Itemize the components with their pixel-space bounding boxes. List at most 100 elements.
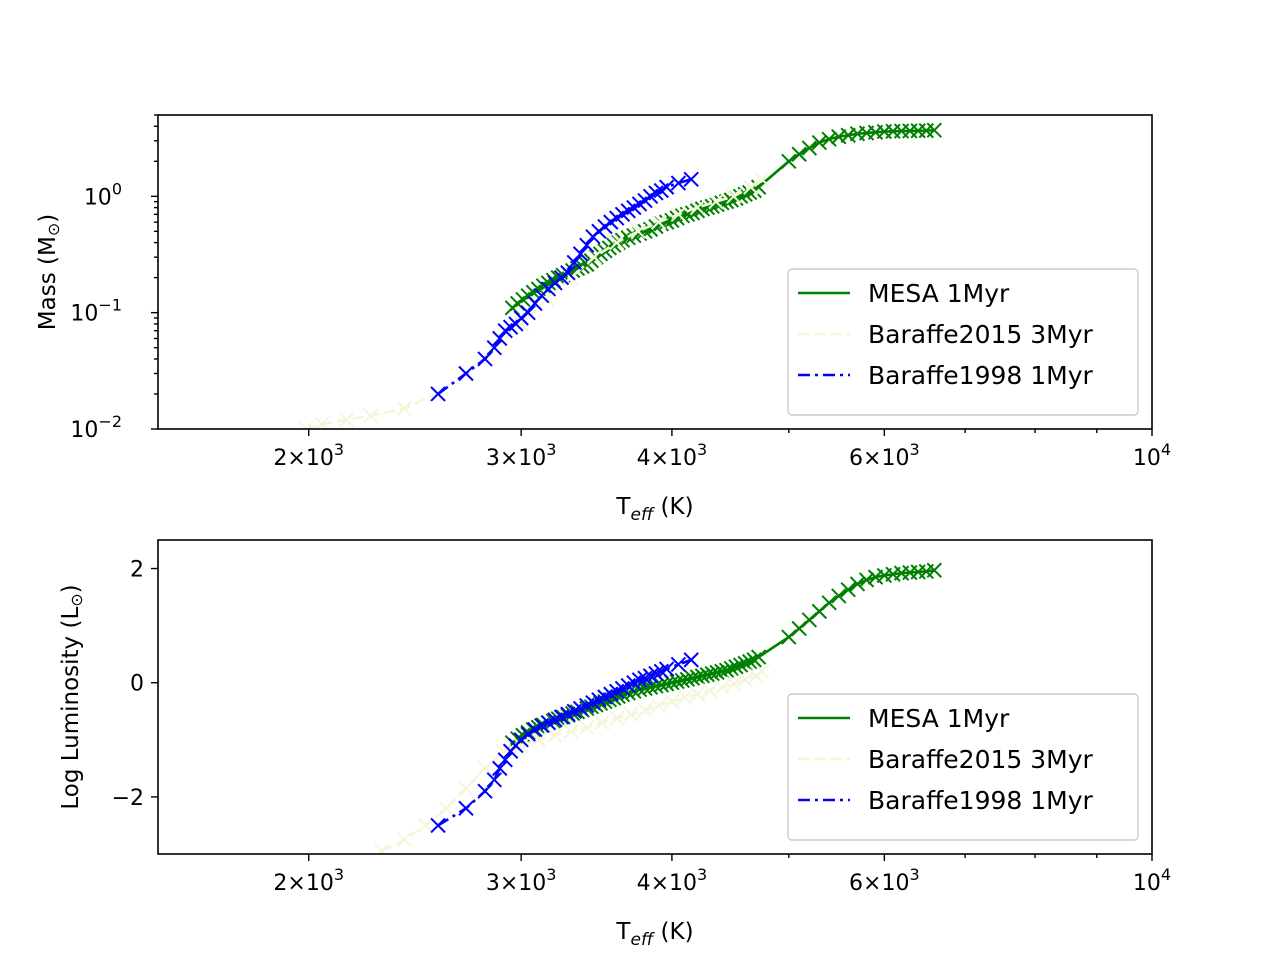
data-point-baraffe2015 — [708, 193, 724, 210]
data-point-baraffe1998 — [572, 246, 589, 262]
data-point-baraffe1998 — [553, 269, 570, 286]
data-point-baraffe1998 — [477, 351, 493, 367]
data-point-baraffe1998 — [486, 772, 503, 788]
series-baraffe1998 — [430, 652, 699, 834]
x-tick-label: 3×103 — [486, 440, 557, 471]
data-point-baraffe2015 — [513, 737, 529, 754]
data-point-baraffe1998 — [670, 656, 687, 673]
data-point-mesa — [811, 134, 828, 151]
data-point-mesa — [791, 620, 807, 637]
data-point-baraffe1998 — [670, 175, 687, 191]
data-point-baraffe2015 — [637, 702, 653, 718]
data-point-baraffe1998 — [658, 179, 675, 195]
data-point-baraffe2015 — [477, 760, 493, 777]
data-point-baraffe1998 — [631, 672, 648, 688]
data-point-baraffe1998 — [560, 265, 576, 281]
x-tick-label: 3×103 — [486, 865, 557, 896]
data-point-baraffe2015 — [438, 800, 454, 817]
data-point-baraffe1998 — [653, 663, 670, 680]
data-point-mesa — [709, 664, 725, 681]
data-point-baraffe1998 — [648, 185, 664, 201]
data-point-mesa — [858, 572, 875, 588]
data-point-baraffe2015 — [547, 727, 563, 743]
legend-label: Baraffe2015 3Myr — [868, 320, 1094, 349]
data-point-baraffe2015 — [714, 679, 730, 696]
data-point-baraffe1998 — [637, 670, 653, 686]
data-point-baraffe1998 — [566, 254, 582, 271]
data-point-baraffe2015 — [417, 817, 434, 834]
series-baraffe1998 — [430, 171, 699, 402]
data-point-baraffe2015 — [725, 188, 742, 205]
data-point-baraffe2015 — [513, 316, 529, 332]
data-point-mesa — [714, 663, 730, 680]
data-point-mesa — [684, 670, 701, 686]
x-tick-label: 2×103 — [273, 865, 344, 896]
data-point-mesa — [728, 659, 744, 675]
data-point-baraffe2015 — [650, 214, 667, 230]
data-point-baraffe2015 — [586, 249, 603, 265]
data-point-mesa — [694, 668, 711, 684]
data-point-baraffe2015 — [702, 683, 718, 699]
data-point-baraffe2015 — [374, 843, 390, 854]
data-point-baraffe2015 — [743, 179, 759, 195]
data-point-mesa — [737, 655, 753, 672]
y-tick-label: 0 — [130, 672, 144, 697]
x-tick-label: 4×103 — [637, 865, 708, 896]
data-point-mesa — [801, 140, 818, 156]
data-point-mesa — [831, 129, 847, 145]
legend-label: MESA 1Myr — [868, 279, 1010, 308]
data-point-baraffe1998 — [430, 817, 446, 834]
data-point-baraffe2015 — [725, 676, 742, 692]
data-point-mesa — [840, 127, 856, 143]
legend-label: MESA 1Myr — [868, 704, 1010, 733]
data-point-baraffe1998 — [642, 668, 659, 684]
data-point-baraffe2015 — [338, 412, 355, 428]
data-point-mesa — [821, 131, 837, 147]
data-point-baraffe1998 — [477, 783, 493, 799]
data-point-mesa — [750, 649, 767, 665]
legend-box — [787, 268, 1139, 416]
data-point-baraffe2015 — [458, 780, 474, 797]
data-point-baraffe2015 — [754, 663, 770, 680]
data-point-baraffe2015 — [563, 723, 579, 739]
data-point-mesa — [704, 665, 720, 682]
y-tick-label: 2 — [130, 558, 144, 583]
axes-frame — [157, 539, 1153, 855]
data-point-baraffe2015 — [530, 732, 547, 748]
data-point-mesa — [750, 179, 767, 195]
x-axis-label: Teff (K) — [615, 919, 693, 950]
data-point-baraffe2015 — [594, 714, 610, 731]
data-point-mesa — [791, 146, 807, 162]
data-point-baraffe2015 — [608, 234, 625, 251]
data-point-mesa — [718, 662, 735, 678]
y-tick-label: 100 — [84, 179, 122, 210]
data-point-baraffe2015 — [677, 689, 693, 706]
data-point-baraffe1998 — [486, 339, 503, 356]
data-point-mesa — [741, 653, 758, 670]
data-point-mesa — [699, 667, 716, 683]
data-point-mesa — [746, 652, 762, 668]
legend-label: Baraffe2015 3Myr — [868, 745, 1094, 774]
data-point-baraffe2015 — [737, 672, 753, 688]
x-axis-label: Teff (K) — [615, 494, 693, 525]
axes-frame — [157, 114, 1153, 430]
data-point-baraffe2015 — [579, 719, 595, 735]
data-point-baraffe2015 — [396, 400, 412, 417]
data-point-baraffe1998 — [430, 386, 446, 402]
data-point-baraffe1998 — [458, 800, 474, 817]
data-point-mesa — [781, 629, 797, 645]
x-tick-label: 4×103 — [637, 440, 708, 471]
data-point-mesa — [926, 122, 942, 138]
legend: MESA 1Myr Baraffe2015 3Myr Baraffe1998 1My… — [787, 693, 1139, 841]
data-point-baraffe1998 — [520, 726, 536, 742]
data-point-mesa — [801, 612, 818, 628]
plot-area — [374, 562, 942, 854]
data-point-baraffe1998 — [527, 721, 543, 738]
data-point-baraffe1998 — [658, 661, 675, 677]
x-tick-label: 6×103 — [849, 440, 920, 471]
data-point-mesa — [550, 710, 566, 727]
data-point-baraffe1998 — [683, 652, 699, 668]
data-point-baraffe1998 — [520, 304, 536, 321]
